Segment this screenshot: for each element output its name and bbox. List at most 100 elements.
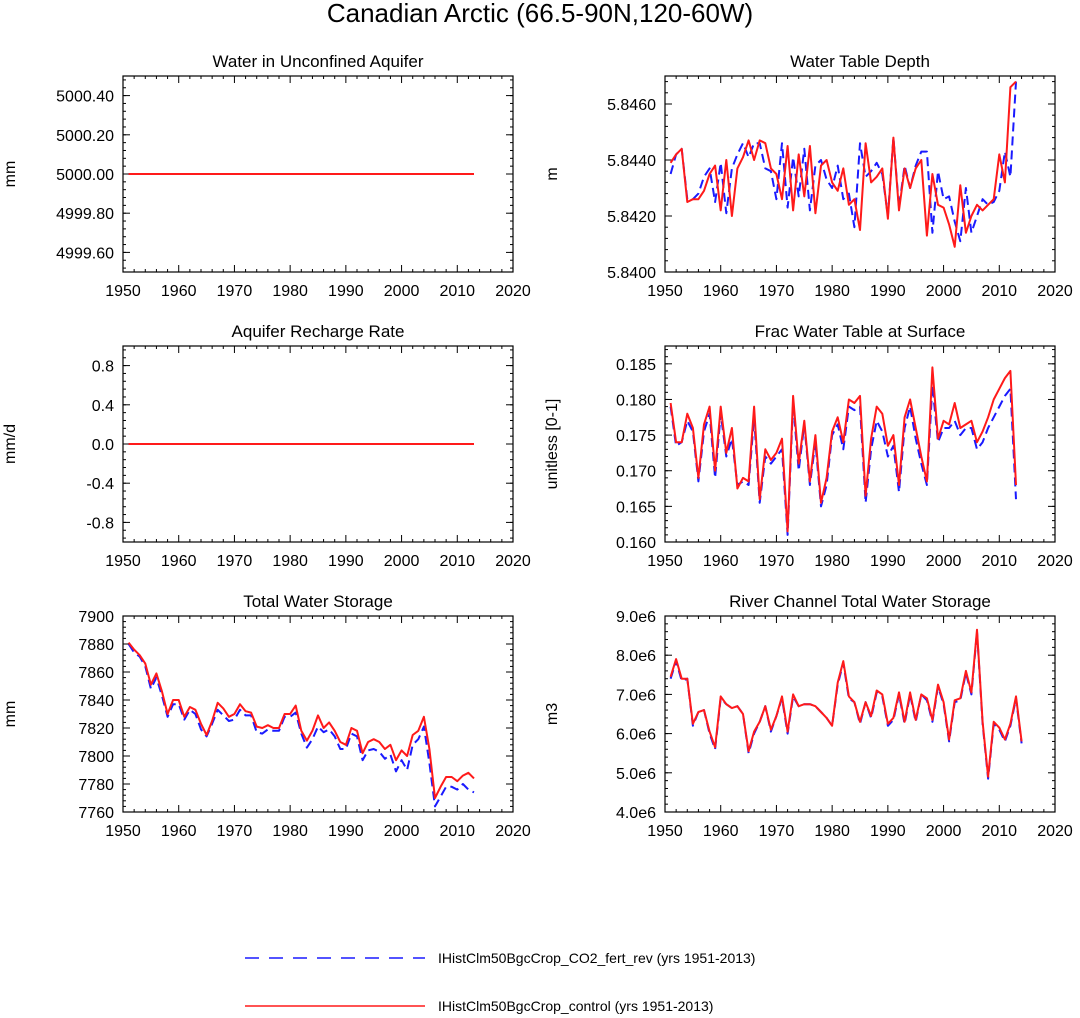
x-tick-label: 1970 [217,823,253,840]
x-tick-label: 1960 [161,283,197,300]
x-tick-label: 1980 [272,823,308,840]
panel-3: Frac Water Table at Surface unitless [0-1… [544,322,1073,570]
plot-frame [122,615,514,813]
x-tick-label: 2020 [1037,553,1073,570]
x-tick-label: 1990 [328,823,364,840]
x-tick-label: 1970 [759,823,795,840]
y-tick-label: 4.0e6 [616,805,656,822]
y-tick-label: 5.8440 [607,153,656,170]
x-tick-label: 1990 [870,823,906,840]
y-axis-label: mm [2,701,19,728]
x-tick-label: 1960 [703,823,739,840]
legend-label-co2-fert-rev: IHistClm50BgcCrop_CO2_fert_rev (yrs 1951… [438,950,755,966]
series-line-co2-fert-rev [669,384,1017,536]
y-tick-label: 7800 [78,749,114,766]
x-tick-label: 2010 [981,283,1017,300]
y-tick-label: -0.8 [86,515,114,532]
y-tick-label: 7760 [78,805,114,822]
panel-title: Aquifer Recharge Rate [232,322,405,341]
plot-frame [122,75,514,273]
x-tick-label: 2000 [926,553,962,570]
x-tick-label: 1950 [105,283,141,300]
y-tick-label: 0.4 [92,398,114,415]
panel-title: Water Table Depth [790,52,930,71]
x-tick-label: 2000 [384,283,420,300]
y-tick-label: 4999.80 [56,206,114,223]
y-tick-label: 5.8460 [607,97,656,114]
y-tick-label: 0.165 [616,499,656,516]
y-tick-label: 7780 [78,777,114,794]
y-axis-label: unitless [0-1] [544,399,561,490]
y-tick-label: 0.170 [616,464,656,481]
panel-1: Water Table Depth m 1950 1960 1970 1980 1990 20… [544,52,1073,300]
series-line-control [127,641,475,799]
x-tick-label: 1970 [217,283,253,300]
y-tick-label: 4999.60 [56,245,114,262]
panel-title: Water in Unconfined Aquifer [212,52,423,71]
x-tick-label: 1980 [814,283,850,300]
x-tick-label: 2010 [439,823,475,840]
x-tick-label: 1970 [217,553,253,570]
x-tick-label: 1990 [328,553,364,570]
y-tick-label: 0.8 [92,359,114,376]
plot-frame [664,345,1056,543]
x-tick-label: 2010 [439,283,475,300]
x-tick-label: 2010 [439,553,475,570]
series-line-control [669,366,1017,533]
y-tick-label: 5000.40 [56,89,114,106]
x-tick-label: 1950 [647,553,683,570]
y-tick-label: 0.185 [616,357,656,374]
x-tick-label: 2020 [1037,823,1073,840]
y-tick-label: 5.8420 [607,209,656,226]
x-tick-label: 1950 [647,823,683,840]
x-tick-label: 2020 [495,553,531,570]
x-tick-label: 1980 [272,553,308,570]
y-tick-label: 5.8400 [607,265,656,282]
y-tick-label: 5000.00 [56,167,114,184]
figure-title: Canadian Arctic (66.5-90N,120-60W) [327,0,753,28]
x-tick-label: 1950 [647,283,683,300]
y-tick-label: 0.160 [616,535,656,552]
y-tick-label: 0.180 [616,392,656,409]
panel-4: Total Water Storage mm 1950 1960 1970 1980 199… [2,592,531,840]
x-tick-label: 1960 [161,553,197,570]
y-tick-label: 7840 [78,693,114,710]
x-tick-label: 1990 [328,283,364,300]
panel-0: Water in Unconfined Aquifer mm 1950 1960 197… [2,52,531,300]
y-tick-label: 7.0e6 [616,687,656,704]
y-tick-label: 5000.20 [56,128,114,145]
plot-frame [664,75,1056,273]
plot-frame [122,345,514,543]
y-tick-label: 9.0e6 [616,609,656,626]
y-axis-label: m [544,167,561,180]
y-axis-label: m3 [544,703,561,725]
x-tick-label: 2000 [384,823,420,840]
panel-5: River Channel Total Water Storage m3 1950 1… [544,592,1073,840]
x-tick-label: 1960 [703,553,739,570]
x-tick-label: 1970 [759,283,795,300]
panels: Water in Unconfined Aquifer mm 1950 1960 197… [2,52,1073,840]
x-tick-label: 1960 [161,823,197,840]
x-tick-label: 1950 [105,553,141,570]
panel-title: River Channel Total Water Storage [729,592,991,611]
y-tick-label: 7900 [78,609,114,626]
panel-title: Frac Water Table at Surface [755,322,966,341]
series-line-co2-fert-rev [127,643,475,808]
x-tick-label: 1960 [703,283,739,300]
x-tick-label: 2020 [495,283,531,300]
x-tick-label: 2010 [981,553,1017,570]
x-tick-label: 1970 [759,553,795,570]
legend-label-control: IHistClm50BgcCrop_control (yrs 1951-2013… [438,998,713,1014]
plot-frame [664,615,1056,813]
x-tick-label: 1990 [870,553,906,570]
x-tick-label: 2020 [495,823,531,840]
x-tick-label: 2020 [1037,283,1073,300]
y-tick-label: 7880 [78,637,114,654]
y-tick-label: 6.0e6 [616,727,656,744]
x-tick-label: 1980 [814,823,850,840]
x-tick-label: 1950 [105,823,141,840]
x-tick-label: 1980 [272,283,308,300]
y-tick-label: 7820 [78,721,114,738]
y-axis-label: mm [2,161,19,188]
